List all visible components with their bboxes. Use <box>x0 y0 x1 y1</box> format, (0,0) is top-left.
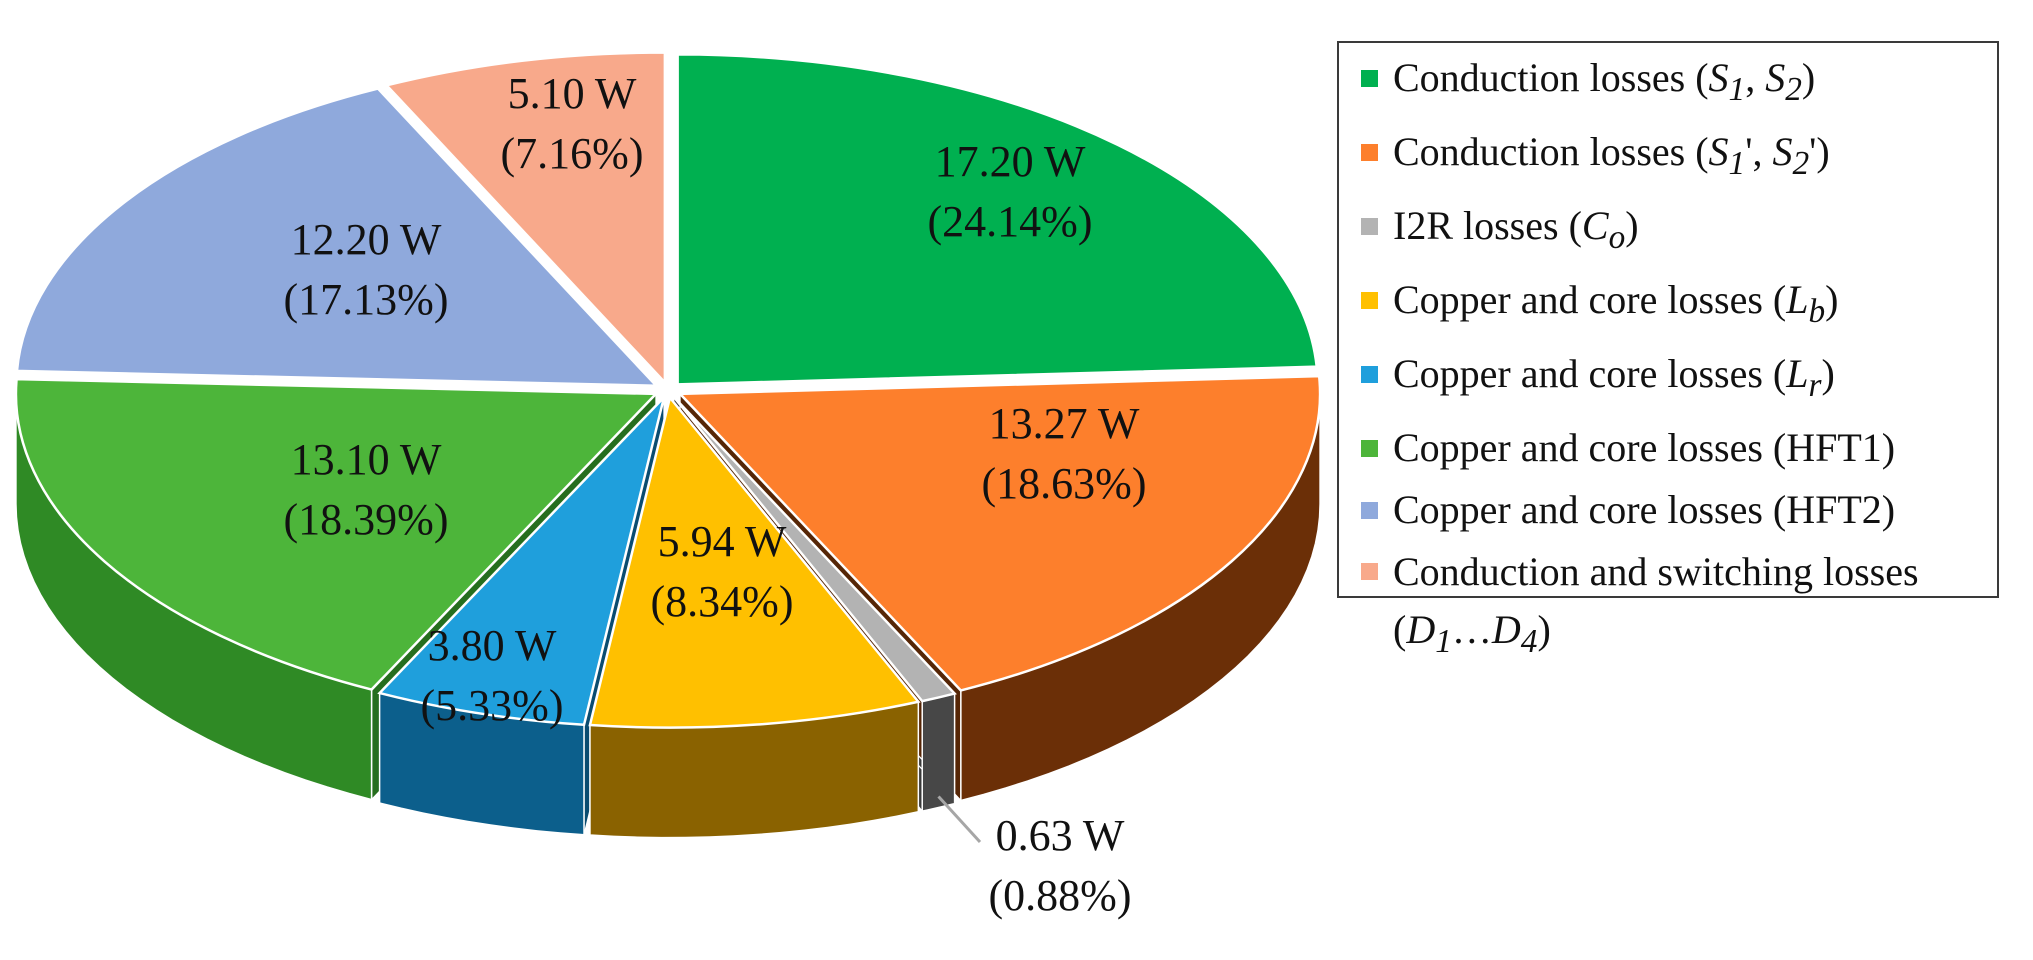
legend-item-lb: Copper and core losses (Lb) <box>1357 269 1997 343</box>
legend-item-s1-s2: Conduction losses (S1, S2) <box>1357 47 1997 121</box>
data-label-value-6: 12.20 W <box>291 215 442 264</box>
pie-top-faces <box>14 51 1322 729</box>
slice-2 <box>672 396 957 703</box>
legend-label: I2R losses (Co) <box>1393 203 1639 256</box>
data-label-percent-1: (18.63%) <box>982 459 1147 508</box>
legend-item-hft1: Copper and core losses (HFT1) <box>1357 417 1997 479</box>
legend-label: Conduction losses (S1', S2') <box>1393 129 1830 182</box>
chart-legend: Conduction losses (S1, S2) Conduction lo… <box>1337 41 1999 660</box>
legend-label: Copper and core losses (Lb) <box>1393 277 1839 330</box>
slice-4 <box>377 393 667 727</box>
slice-7 <box>384 51 667 386</box>
slice-6 <box>15 87 660 388</box>
data-label-percent-2: (0.88%) <box>989 871 1132 920</box>
legend-swatch <box>1361 440 1378 457</box>
leader-line <box>937 795 982 844</box>
legend-swatch <box>1361 218 1378 235</box>
data-label-percent-7: (7.16%) <box>501 129 644 178</box>
legend-swatch <box>1361 366 1378 383</box>
data-label-value-0: 17.20 W <box>935 137 1086 186</box>
legend-swatch <box>1361 292 1378 309</box>
legend-item-s1p-s2p: Conduction losses (S1', S2') <box>1357 121 1997 195</box>
pie-labels: 17.20 W (24.14%) 13.27 W (18.63%) 0.63 W (0.8… <box>284 69 1147 920</box>
data-label-percent-3: (8.34%) <box>651 577 794 626</box>
slice-3 <box>588 394 921 729</box>
data-label-percent-5: (18.39%) <box>284 495 449 544</box>
data-label-value-7: 5.10 W <box>508 69 637 118</box>
legend-swatch <box>1361 144 1378 161</box>
legend-swatch <box>1361 70 1378 87</box>
legend-label: Conduction losses (S1, S2) <box>1393 55 1816 108</box>
legend-item-hft2: Copper and core losses (HFT2) <box>1357 479 1997 541</box>
data-label-value-5: 13.10 W <box>291 435 442 484</box>
data-label-value-2: 0.63 W <box>996 811 1125 860</box>
legend-swatch <box>1361 563 1378 580</box>
slice-0 <box>676 53 1319 386</box>
data-label-value-3: 5.94 W <box>658 517 787 566</box>
legend-label: Conduction and switching losses (D1…D4) <box>1393 549 1919 660</box>
slice-5 <box>14 377 659 691</box>
legend-item-diodes: Conduction and switching losses (D1…D4) <box>1357 541 1953 671</box>
data-label-value-4: 3.80 W <box>428 621 557 670</box>
slice-side-wall-2 <box>921 692 956 813</box>
legend-label: Copper and core losses (HFT2) <box>1393 487 1896 532</box>
legend-label: Copper and core losses (Lr) <box>1393 351 1835 404</box>
data-label-percent-4: (5.33%) <box>421 681 564 730</box>
data-label-percent-6: (17.13%) <box>284 275 449 324</box>
data-label-value-1: 13.27 W <box>989 399 1140 448</box>
legend-item-co: I2R losses (Co) <box>1357 195 1997 269</box>
data-label-percent-0: (24.14%) <box>928 197 1093 246</box>
legend-label: Copper and core losses (HFT1) <box>1393 425 1896 470</box>
slice-1 <box>677 374 1322 692</box>
legend-swatch <box>1361 502 1378 519</box>
legend-item-lr: Copper and core losses (Lr) <box>1357 343 1997 417</box>
